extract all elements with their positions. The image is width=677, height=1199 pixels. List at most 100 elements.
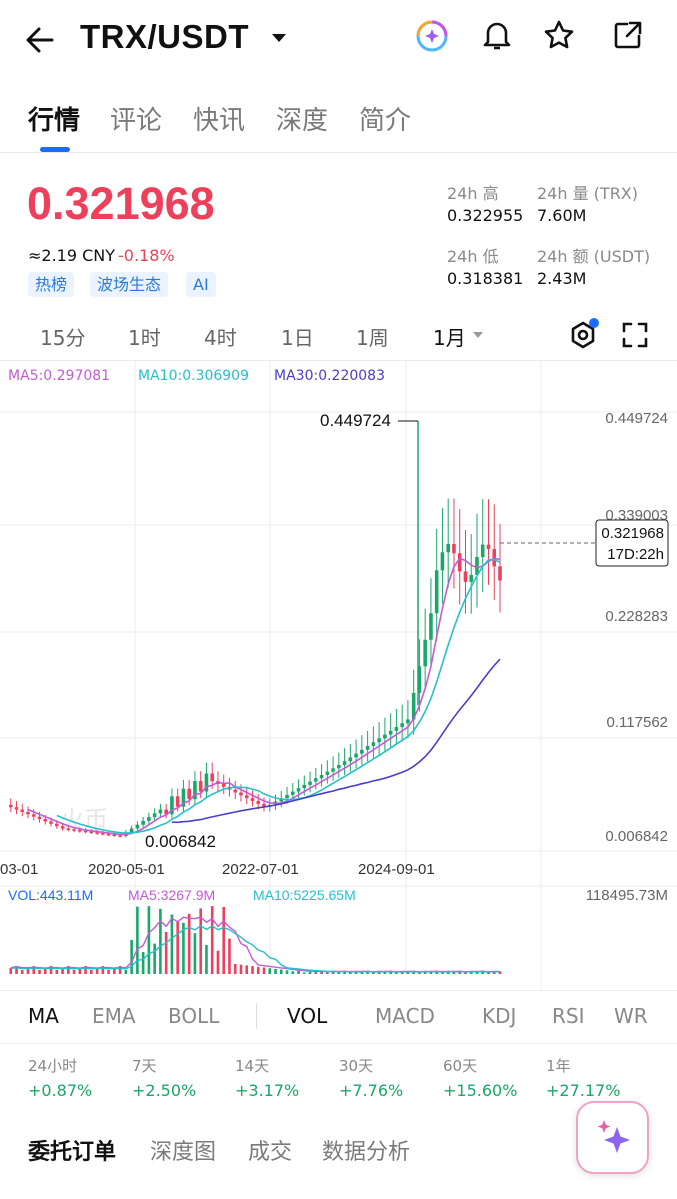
- timeframe-1mo[interactable]: 1月: [433, 326, 466, 350]
- badge-ai[interactable]: AI: [186, 272, 216, 297]
- candle-body: [187, 788, 191, 800]
- tab-comments[interactable]: 评论: [110, 106, 163, 136]
- back-arrow-icon[interactable]: [22, 22, 58, 58]
- volume-bar: [107, 970, 110, 974]
- dropdown-caret-icon[interactable]: [270, 32, 288, 44]
- candle-body: [95, 832, 99, 834]
- fullscreen-icon[interactable]: [620, 320, 650, 350]
- candle-body: [31, 814, 36, 817]
- perf-14d-label: 14天: [235, 1057, 270, 1075]
- vol-ma10-line: [10, 925, 501, 973]
- pair-title[interactable]: TRX/USDT: [80, 18, 249, 55]
- candle-body: [152, 813, 157, 818]
- timeframe-1h[interactable]: 1时: [128, 326, 161, 350]
- perf-7d-label: 7天: [132, 1057, 157, 1075]
- tab-trades[interactable]: 成交: [248, 1140, 293, 1165]
- candle-body: [204, 773, 209, 792]
- perf-14d-value: +3.17%: [235, 1081, 300, 1100]
- candle-body: [434, 570, 439, 614]
- timeframe-caret-icon[interactable]: [472, 331, 484, 339]
- volume-bar: [101, 966, 105, 974]
- candle-body: [210, 773, 215, 782]
- stat-amount: 2.43M: [537, 269, 587, 288]
- ai-fab-button[interactable]: [576, 1101, 649, 1174]
- volume-bar: [354, 971, 358, 974]
- perf-24h-value: +0.87%: [28, 1081, 93, 1100]
- volume-bar: [67, 966, 70, 974]
- candle-body: [371, 742, 376, 747]
- ma30-line: [171, 658, 501, 824]
- y-tick-label: 0.006842: [605, 828, 668, 845]
- chart-settings-icon[interactable]: [566, 318, 600, 352]
- indicator-macd[interactable]: MACD: [375, 1004, 435, 1028]
- stat-vol: 7.60M: [537, 206, 587, 225]
- timeframe-1d[interactable]: 1日: [281, 326, 314, 350]
- ma5-line: [27, 557, 501, 836]
- candle-body: [354, 753, 358, 758]
- candles: [8, 498, 502, 838]
- stat-vol-label: 24h 量 (TRX): [537, 184, 639, 203]
- star-icon[interactable]: [542, 18, 576, 52]
- volume-bar: [331, 971, 335, 974]
- volume-bars: [9, 906, 502, 974]
- timeframe-15m[interactable]: 15分: [40, 326, 86, 350]
- tab-intro[interactable]: 简介: [359, 106, 412, 136]
- tab-market[interactable]: 行情: [28, 106, 81, 136]
- volume-bar: [308, 971, 312, 974]
- tab-indicator: [40, 147, 70, 152]
- indicator-kdj[interactable]: KDJ: [482, 1004, 517, 1028]
- timeframe-4h[interactable]: 4时: [204, 326, 237, 350]
- tab-depth-chart[interactable]: 深度图: [150, 1140, 217, 1165]
- candle-body: [262, 803, 266, 807]
- stat-low: 0.318381: [447, 269, 524, 288]
- volume-bar: [153, 943, 156, 974]
- volume-bar: [441, 972, 444, 974]
- candle-body: [221, 783, 226, 787]
- indicator-wr[interactable]: WR: [614, 1004, 648, 1028]
- candle-body: [239, 792, 243, 796]
- volume-bar: [377, 971, 381, 974]
- badge-hot[interactable]: 热榜: [28, 272, 75, 297]
- candle-body: [337, 764, 341, 769]
- volume-bar: [423, 971, 427, 974]
- volume-bar: [262, 967, 266, 974]
- indicator-vol[interactable]: VOL: [287, 1004, 328, 1028]
- volume-bar: [113, 968, 116, 974]
- volume-bar: [256, 966, 260, 974]
- bell-icon[interactable]: [480, 18, 514, 52]
- candle-body: [37, 816, 42, 820]
- tab-news[interactable]: 快讯: [193, 106, 246, 136]
- ma10-label: MA10:0.306909: [138, 368, 249, 384]
- x-tick-label: 2020-05-01: [88, 861, 165, 878]
- volume-bar: [245, 965, 249, 974]
- candle-body: [193, 781, 197, 800]
- tab-depth[interactable]: 深度: [276, 106, 329, 136]
- indicator-ema[interactable]: EMA: [92, 1004, 136, 1028]
- share-icon[interactable]: [611, 18, 645, 52]
- candle-body: [400, 723, 404, 728]
- perf-60d-label: 60天: [443, 1057, 478, 1075]
- indicator-rsi[interactable]: RSI: [552, 1004, 585, 1028]
- timeframe-1w[interactable]: 1周: [356, 326, 389, 350]
- candle-body: [170, 796, 174, 815]
- indicator-boll[interactable]: BOLL: [168, 1004, 220, 1028]
- min-price-label: 0.006842: [145, 832, 216, 851]
- candle-body: [331, 768, 335, 772]
- volume-bar: [464, 972, 467, 974]
- indicator-ma[interactable]: MA: [28, 1004, 59, 1028]
- volume-bar: [314, 971, 318, 974]
- tab-data-analysis[interactable]: 数据分析: [322, 1140, 411, 1165]
- candle-body: [290, 791, 295, 795]
- ai-assistant-icon[interactable]: [414, 18, 450, 54]
- stat-high-label: 24h 高: [447, 184, 499, 203]
- candle-body: [285, 794, 289, 799]
- price-chart[interactable]: 0.4497240.3390030.2282830.1175620.006842…: [0, 360, 677, 990]
- candle-body: [250, 798, 255, 802]
- badge-tron-eco[interactable]: 波场生态: [90, 272, 169, 297]
- tab-open-orders[interactable]: 委托订单: [28, 1140, 117, 1165]
- x-tick-label: 2024-09-01: [358, 861, 435, 878]
- volume-bar: [349, 972, 352, 974]
- candle-body: [486, 544, 491, 550]
- sparkle-icon: [597, 1120, 630, 1153]
- volume-bar: [55, 970, 59, 974]
